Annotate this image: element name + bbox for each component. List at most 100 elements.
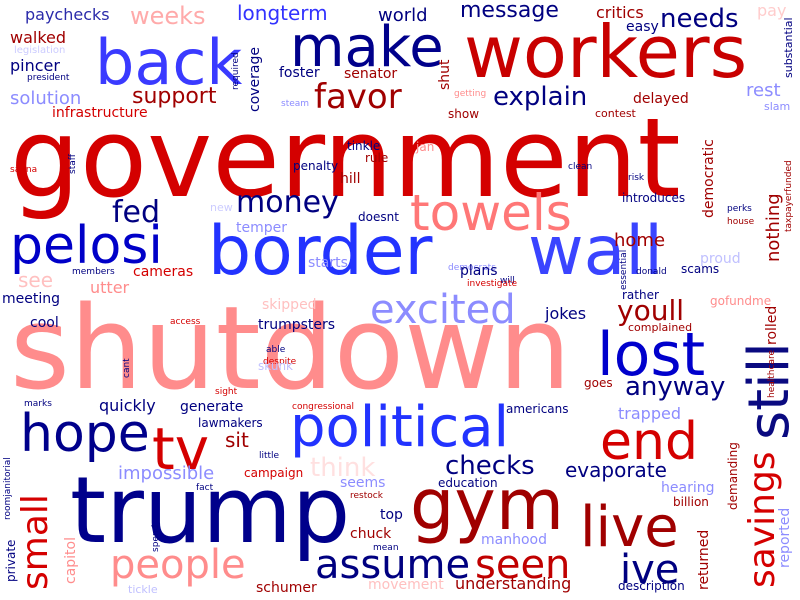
word-goes: goes — [584, 376, 613, 390]
word-lawmakers: lawmakers — [198, 416, 263, 430]
word-education: education — [438, 476, 498, 490]
word-congressional: congressional — [292, 402, 355, 412]
word-tickle: tickle — [128, 583, 158, 596]
word-democratic: democratic — [701, 139, 717, 218]
word-wall: wall — [528, 212, 664, 291]
word-new: new — [210, 201, 233, 214]
word-sit: sit — [225, 428, 249, 452]
word-gym: gym — [410, 464, 565, 546]
word-doesnt: doesnt — [358, 210, 399, 224]
word-plans: plans — [460, 263, 498, 279]
word-tv: tv — [152, 415, 210, 483]
word-see: see — [18, 268, 54, 292]
word-anyway: anyway — [625, 372, 726, 402]
word-live: live — [580, 495, 679, 560]
word-favor: favor — [314, 77, 402, 117]
word-jokes: jokes — [545, 304, 587, 323]
word-little: little — [259, 451, 280, 461]
word-getting: getting — [454, 89, 487, 99]
word-impossible: impossible — [118, 463, 215, 484]
word-excited: excited — [370, 287, 516, 333]
word-contest: contest — [595, 107, 636, 120]
word-starts: starts — [308, 255, 348, 271]
word-members: members — [72, 267, 115, 277]
word-donald: donald — [636, 267, 667, 277]
word-risk: risk — [628, 173, 645, 183]
word-roomjanitorial: roomjanitorial — [3, 457, 13, 520]
word-billion: billion — [673, 495, 709, 509]
word-show: show — [448, 107, 480, 121]
word-needs: needs — [660, 4, 739, 34]
word-towels: towels — [410, 184, 572, 242]
word-taxpayerfunded: taxpayerfunded — [784, 160, 794, 232]
word-generate: generate — [180, 399, 244, 415]
word-home: home — [614, 230, 666, 251]
word-pelosi: pelosi — [10, 216, 163, 276]
word-jan: jan — [416, 140, 435, 154]
word-nothing: nothing — [763, 193, 784, 262]
word-substantial: substantial — [782, 17, 795, 78]
word-healthcare: healthcare — [767, 350, 777, 398]
word-skipped: skipped — [262, 297, 317, 313]
word-fed: fed — [112, 195, 161, 230]
word-walked: walked — [10, 28, 67, 47]
word-hill: hill — [340, 171, 361, 187]
word-trapped: trapped — [618, 404, 681, 423]
word-slam: slam — [764, 100, 791, 113]
word-youll: youll — [617, 294, 685, 327]
word-chuck: chuck — [350, 526, 392, 542]
word-returned: returned — [696, 529, 712, 590]
word-movement: movement — [368, 577, 444, 593]
word-skunk: skunk — [258, 359, 293, 373]
word-marks: marks — [24, 399, 52, 409]
word-senator: senator — [344, 66, 398, 82]
word-private: private — [4, 539, 18, 582]
word-pincer: pincer — [10, 56, 60, 75]
word-seen: seen — [475, 542, 571, 588]
word-president: president — [27, 73, 70, 83]
word-campaign: campaign — [244, 466, 304, 480]
word-description: description — [618, 579, 685, 593]
word-fact: fact — [196, 483, 214, 493]
word-restock: restock — [350, 491, 383, 501]
word-workers: workers — [464, 10, 748, 94]
word-democrats: democrats — [448, 263, 496, 273]
word-people: people — [110, 542, 246, 588]
word-think: think — [310, 453, 376, 483]
word-shutdown: shutdown — [10, 282, 572, 416]
word-sight: sight — [215, 387, 238, 397]
word-meeting: meeting — [2, 291, 61, 307]
word-savings: savings — [742, 451, 783, 588]
word-seems: seems — [340, 475, 386, 491]
word-end: end — [600, 412, 698, 472]
word-cameras: cameras — [133, 264, 194, 280]
word-government: government — [10, 94, 681, 222]
word-money: money — [236, 185, 339, 220]
word-foster: foster — [279, 65, 320, 81]
word-proud: proud — [700, 251, 741, 267]
word-scams: scams — [681, 262, 720, 276]
word-assume: assume — [315, 542, 471, 588]
word-despite: despite — [263, 357, 297, 367]
word-penalty: penalty — [293, 159, 339, 173]
word-rolled: rolled — [764, 305, 780, 345]
word-staff: staff — [68, 154, 78, 174]
word-utter: utter — [90, 278, 130, 297]
word-delayed: delayed — [633, 91, 689, 107]
word-investigate: investigate — [467, 279, 518, 289]
word-cool: cool — [30, 315, 59, 331]
word-coverage: coverage — [247, 47, 263, 112]
word-complained: complained — [628, 321, 693, 334]
word-solution: solution — [10, 88, 82, 109]
word-understanding: understanding — [455, 574, 572, 593]
word-trumpsters: trumpsters — [258, 317, 336, 333]
word-shut: shut — [437, 59, 453, 90]
word-top: top — [380, 507, 403, 523]
word-schumer: schumer — [256, 580, 317, 596]
word-sauna: sauna — [10, 165, 38, 175]
word-ive: ive — [620, 547, 680, 593]
word-cant: cant — [122, 358, 132, 378]
word-checks: checks — [445, 451, 535, 481]
word-hearing: hearing — [661, 480, 715, 496]
